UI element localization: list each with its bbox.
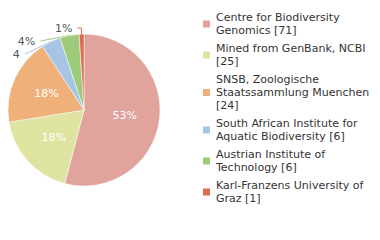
svg-text:1%: 1% <box>55 22 72 35</box>
svg-text:4: 4 <box>13 48 20 61</box>
svg-text:[24]: [24] <box>216 99 239 112</box>
svg-text:Genomics [71]: Genomics [71] <box>216 24 297 37</box>
svg-text:Centre for Biodiversity: Centre for Biodiversity <box>216 11 343 24</box>
svg-text:Aquatic Biodiversity [6]: Aquatic Biodiversity [6] <box>216 130 345 143</box>
svg-text:4%: 4% <box>18 35 35 48</box>
svg-text:SNSB, Zoologische: SNSB, Zoologische <box>216 73 323 86</box>
svg-text:South African Institute for: South African Institute for <box>216 117 361 130</box>
svg-text:18%: 18% <box>34 87 58 100</box>
svg-text:Staatssammlung Muenchen: Staatssammlung Muenchen <box>216 86 373 99</box>
svg-text:Technology [6]: Technology [6] <box>215 161 297 174</box>
svg-text:Mined from GenBank, NCBI: Mined from GenBank, NCBI <box>216 42 369 55</box>
svg-text:Austrian Institute of: Austrian Institute of <box>216 148 329 161</box>
svg-text:[25]: [25] <box>216 55 239 68</box>
svg-text:53%: 53% <box>112 109 136 122</box>
svg-text:Karl-Franzens University of: Karl-Franzens University of <box>216 179 367 192</box>
svg-text:Graz [1]: Graz [1] <box>216 192 261 205</box>
svg-text:18%: 18% <box>41 131 65 144</box>
